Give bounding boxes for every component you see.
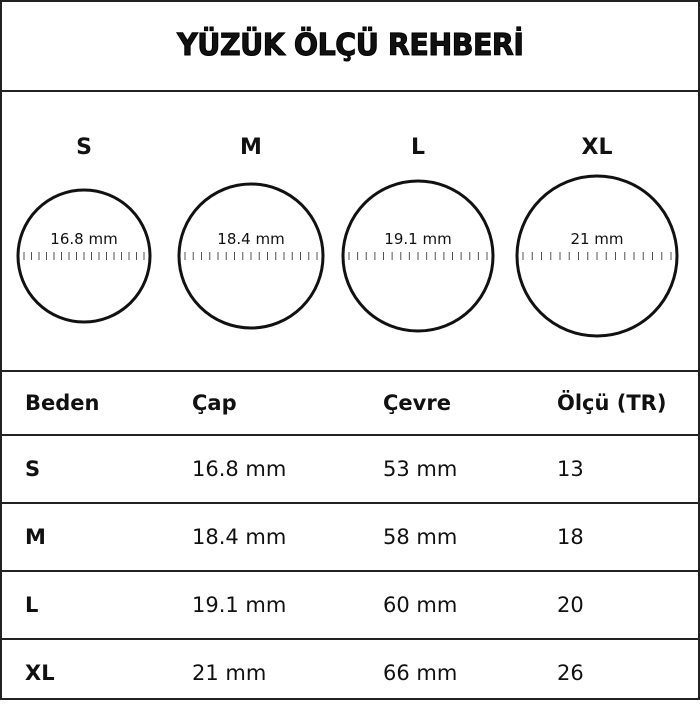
- cell-size: L: [25, 593, 39, 617]
- ring-size-label: XL: [582, 135, 613, 160]
- header-cevre: Çevre: [383, 391, 451, 415]
- ring-size-label: L: [411, 135, 425, 160]
- header-olcu: Ölçü (TR): [557, 391, 667, 415]
- title-section: YÜZÜK ÖLÇÜ REHBERİ: [0, 0, 700, 92]
- cell-diameter: 16.8 mm: [192, 457, 287, 481]
- cell-circumference: 66 mm: [383, 661, 458, 685]
- ring-diameter-label: 21 mm: [570, 230, 623, 248]
- table-row: S 16.8 mm 53 mm 13: [0, 436, 700, 504]
- ring-diameter-label: 19.1 mm: [384, 230, 451, 248]
- table-row: XL 21 mm 66 mm 26: [0, 640, 700, 706]
- header-beden: Beden: [25, 391, 100, 415]
- ring-circle: [515, 174, 679, 338]
- table-header-row: Beden Çap Çevre Ölçü (TR): [0, 370, 700, 436]
- ring-circle: [177, 182, 325, 330]
- table-row: L 19.1 mm 60 mm 20: [0, 572, 700, 640]
- cell-tr-size: 26: [557, 661, 584, 685]
- ring-diagram-svg: S 16.8 mm M 18.4 mm L 19.1 mm XL 21 mm: [16, 135, 679, 338]
- cell-circumference: 53 mm: [383, 457, 458, 481]
- cell-circumference: 60 mm: [383, 593, 458, 617]
- ring-circle: [16, 188, 152, 324]
- ring-circle: [341, 179, 495, 333]
- cell-diameter: 18.4 mm: [192, 525, 287, 549]
- cell-tr-size: 18: [557, 525, 584, 549]
- cell-size: M: [25, 525, 46, 549]
- ring-size-label: S: [76, 135, 92, 160]
- cell-diameter: 19.1 mm: [192, 593, 287, 617]
- ring-diameter-label: 18.4 mm: [217, 230, 284, 248]
- size-table: Beden Çap Çevre Ölçü (TR) S 16.8 mm 53 m…: [0, 370, 700, 706]
- cell-tr-size: 20: [557, 593, 584, 617]
- ring-diagram: S 16.8 mm M 18.4 mm L 19.1 mm XL 21 mm: [0, 92, 700, 372]
- ring-size-label: M: [240, 135, 262, 160]
- cell-tr-size: 13: [557, 457, 584, 481]
- header-cap: Çap: [192, 391, 237, 415]
- table-row: M 18.4 mm 58 mm 18: [0, 504, 700, 572]
- ring-diameter-label: 16.8 mm: [50, 230, 117, 248]
- cell-diameter: 21 mm: [192, 661, 267, 685]
- cell-circumference: 58 mm: [383, 525, 458, 549]
- cell-size: S: [25, 457, 41, 481]
- page-title: YÜZÜK ÖLÇÜ REHBERİ: [176, 27, 524, 63]
- cell-size: XL: [25, 661, 55, 685]
